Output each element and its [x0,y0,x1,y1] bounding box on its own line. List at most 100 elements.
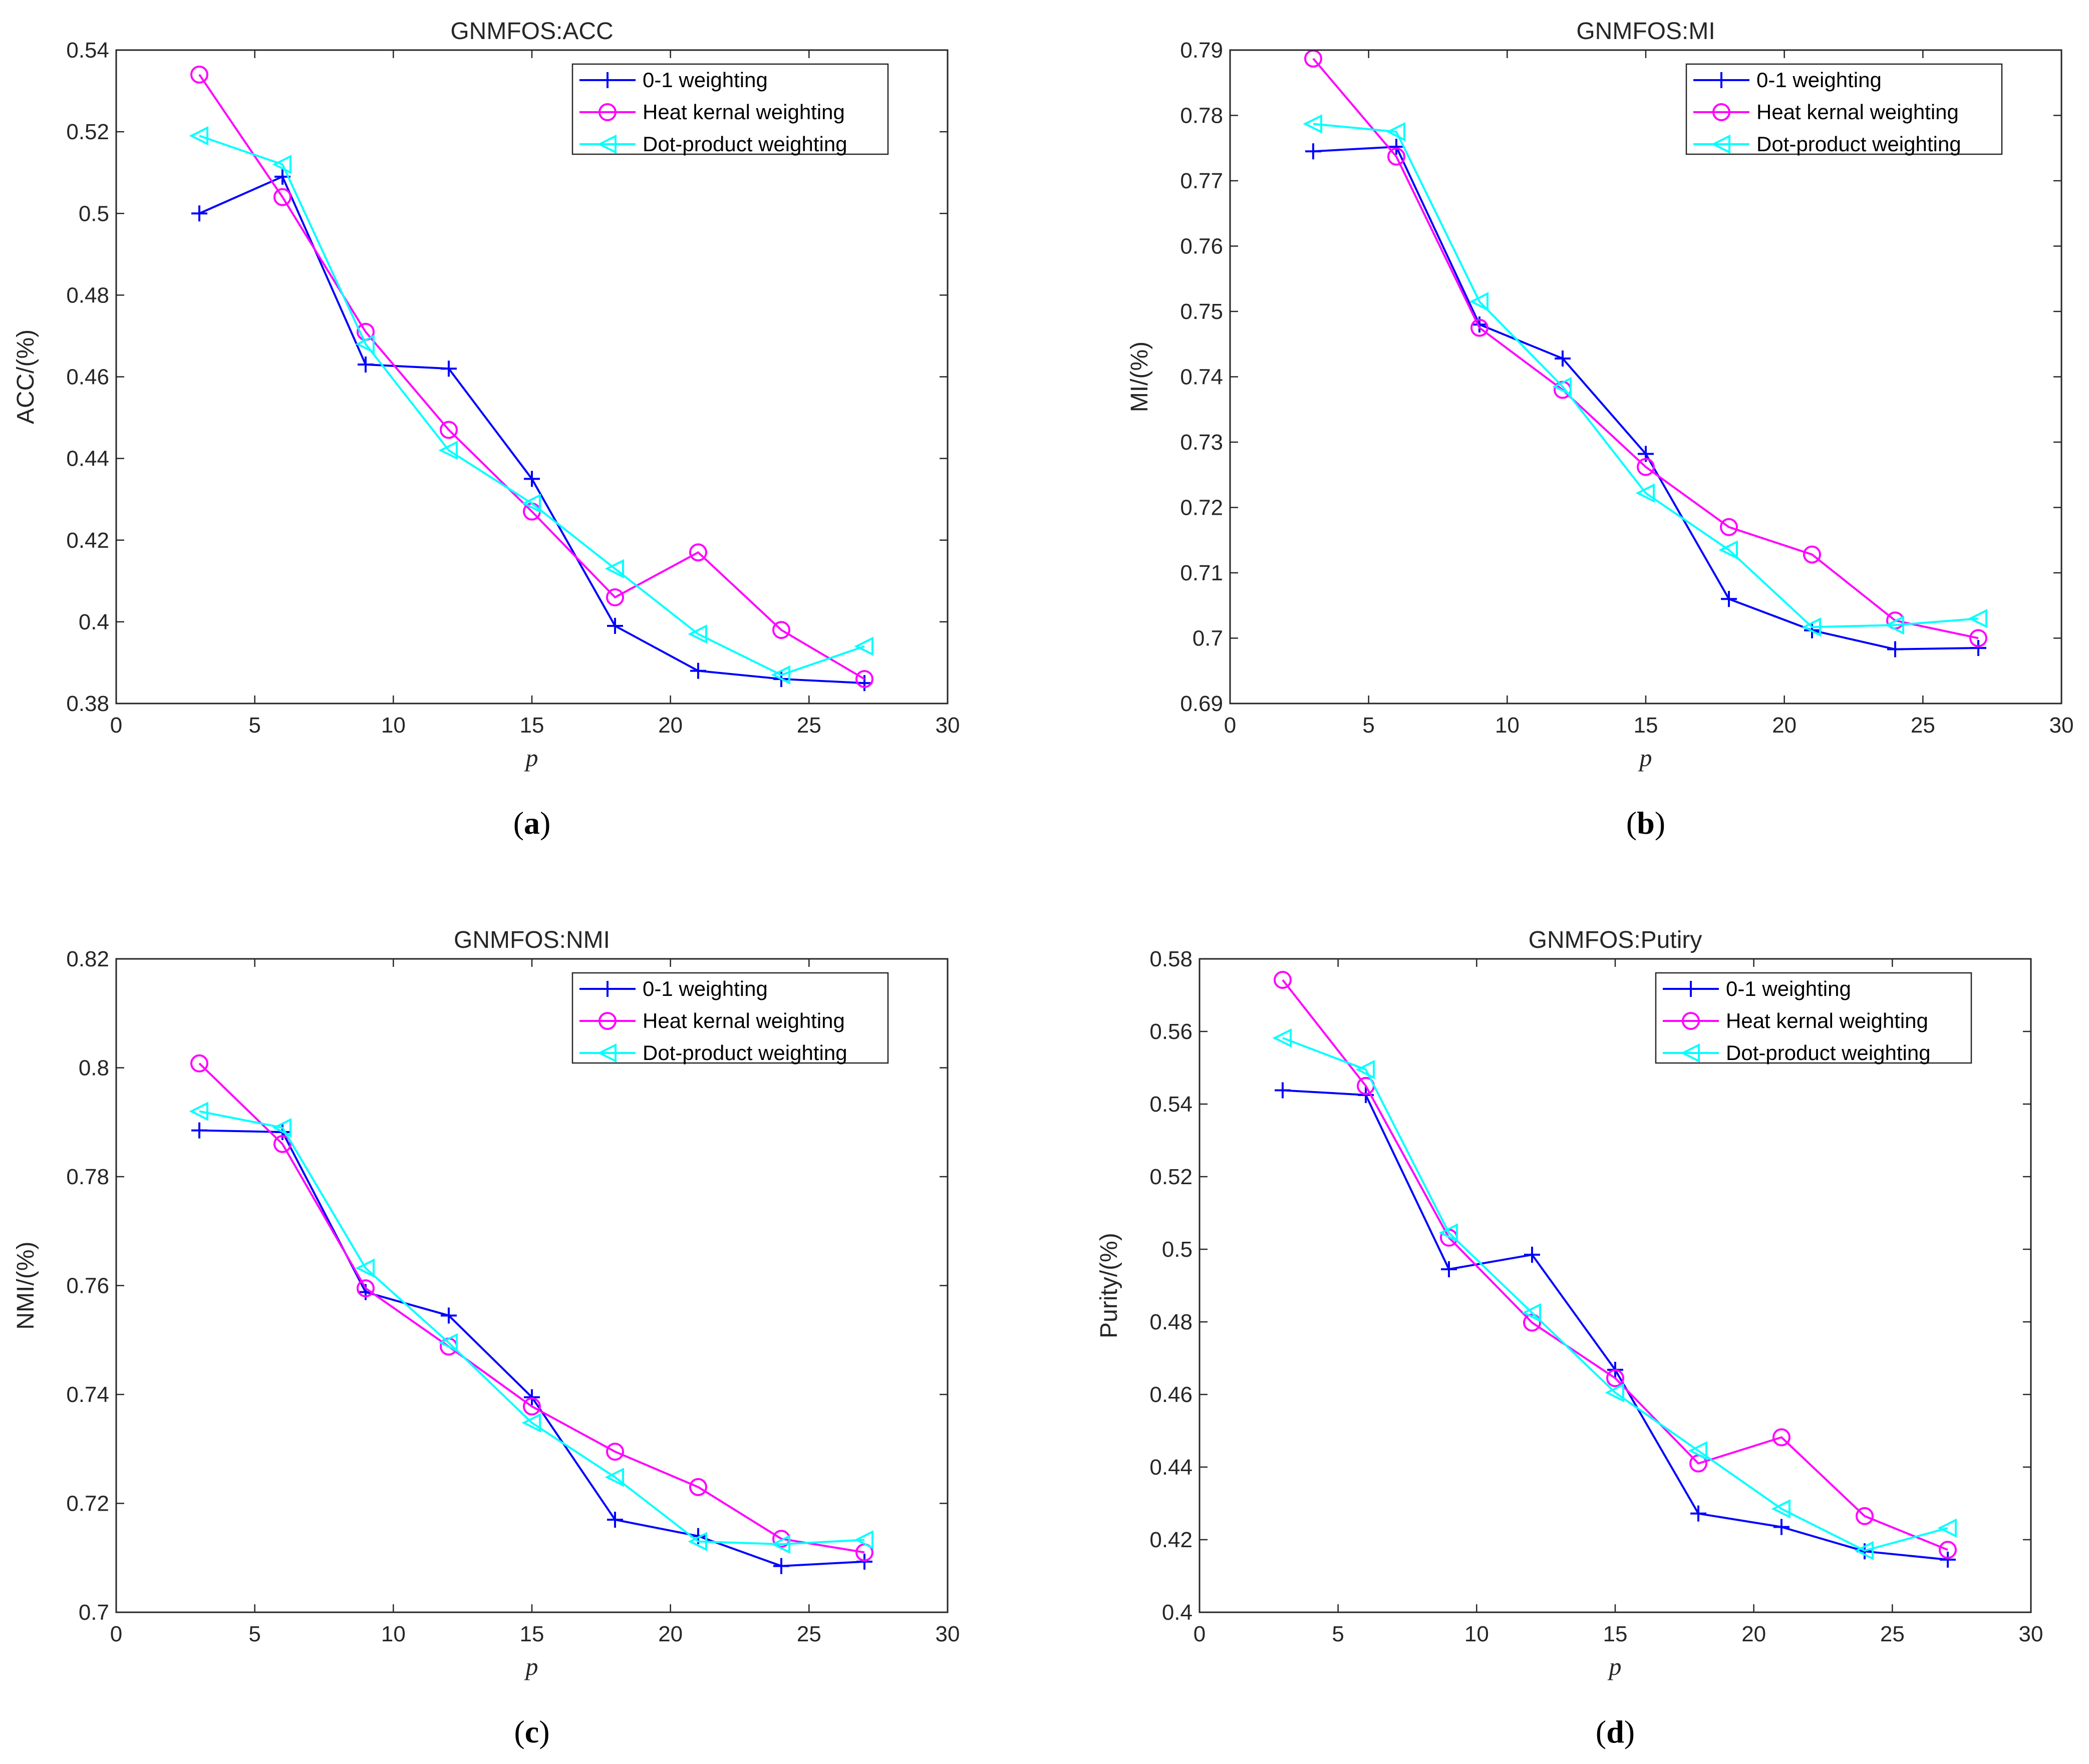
data-point [1274,971,1292,989]
data-point [605,1468,624,1487]
data-point [1940,1551,1956,1568]
y-tick-label: 0.74 [66,1382,109,1407]
series-line [1282,1037,1948,1552]
data-point [606,1443,624,1461]
x-tick-label: 0 [1193,1622,1206,1646]
data-point [272,1118,291,1138]
series-0 [191,168,872,691]
data-point [521,1413,541,1433]
data-point [1522,1303,1541,1323]
series-line [199,135,865,676]
y-axis: 0.69 0.7 0.71 0.72 0.73 0.74 0.75 0.76 0.77 0.78 0… [1180,38,2061,716]
legend-marker [1680,1043,1700,1063]
legend-label: Heat kernal weighting [1726,1009,1928,1032]
legend-label: 0-1 weighting [1726,977,1851,1000]
x-axis-label: p [1638,744,1652,772]
panel-caption: (c) [514,1714,549,1749]
legend-item: Dot-product weighting [1663,1041,1931,1065]
legend-marker [599,1012,617,1030]
data-point [272,155,291,174]
panel-caption: (b) [1626,805,1665,841]
data-point [1885,615,1904,635]
x-axis-label: p [524,1652,538,1680]
data-point [191,205,207,222]
y-tick-label: 0.71 [1180,561,1223,585]
data-point [1469,292,1488,311]
axes-box [1229,49,2062,704]
series-line [199,1110,865,1546]
data-point [1637,458,1655,476]
legend-marker [1712,103,1730,121]
data-point [1802,617,1821,637]
data-point [856,1553,872,1570]
axes-box [115,958,949,1613]
y-tick-label: 0.46 [1149,1382,1192,1407]
x-tick-label: 25 [1911,713,1935,738]
data-point [438,441,458,460]
plot-area [116,959,948,1612]
data-point [1303,114,1322,134]
legend-item: 0-1 weighting [579,977,768,1000]
data-point [854,636,873,656]
y-tick-label: 0.58 [1149,947,1192,971]
y-tick-label: 0.48 [66,283,109,307]
data-point [441,1307,457,1324]
data-point [1275,1082,1291,1099]
y-tick-label: 0.7 [1192,626,1223,651]
series-line [1313,123,1979,628]
legend-marker [1682,1012,1700,1030]
legend-label: 0-1 weighting [643,977,768,1000]
x-tick-label: 20 [1772,713,1797,738]
data-point [1605,1383,1624,1402]
data-point [771,665,790,685]
data-point [1937,1518,1957,1538]
data-point [1386,122,1405,142]
data-point [355,334,375,354]
data-point [358,357,374,373]
panel-caption: (d) [1596,1714,1635,1749]
data-point [1772,1428,1790,1447]
data-point [355,1258,375,1278]
y-tick-label: 0.48 [1149,1310,1192,1334]
y-tick-label: 0.72 [1180,496,1223,520]
legend-item: 0-1 weighting [1663,977,1851,1000]
legend-item: Heat kernal weighting [579,1009,845,1032]
data-point [688,1532,707,1551]
x-axis-label: p [524,744,538,772]
legend-item: Dot-product weighting [579,132,847,156]
legend-label: Heat kernal weighting [1756,100,1959,124]
x-axis: 0 5 10 15 20 25 30 [110,959,960,1646]
data-point [1387,147,1405,166]
data-point [441,361,457,377]
data-point [521,494,541,513]
legend-marker [1711,134,1730,154]
legend-label: Dot-product weighting [643,132,847,156]
y-axis: 0.4 0.42 0.44 0.46 0.48 0.5 0.52 0.54 0.56 0.58 [1149,947,2031,1625]
data-point [1555,350,1571,367]
chart-panel-b: GNMFOS:MI 0 5 10 15 20 25 30 0.69 0.7 0.71 0.72 0.73… [1126,18,2073,841]
series-1 [190,1054,873,1562]
x-axis: 0 5 10 15 20 25 30 [1193,959,2043,1646]
data-point [1272,1028,1292,1048]
x-tick-label: 20 [658,713,683,738]
data-point [1803,545,1821,564]
chart-title: GNMFOS:MI [1576,18,1715,45]
y-tick-label: 0.75 [1180,299,1223,324]
data-point [1523,1313,1541,1332]
data-point [524,471,540,487]
y-tick-label: 0.54 [66,38,109,63]
chart-panel-a: GNMFOS:ACC 0 5 10 15 20 25 30 0.38 0.4 0.42 0.44 0.4… [13,18,960,841]
y-axis: 0.7 0.72 0.74 0.76 0.78 0.8 0.82 [66,947,948,1625]
y-tick-label: 0.78 [66,1165,109,1189]
data-point [773,1558,789,1574]
data-point [855,670,873,688]
x-tick-label: 15 [520,1622,544,1646]
plot-area [1200,959,2031,1612]
series-2 [189,1102,873,1554]
data-point [1552,377,1572,397]
legend-label: Dot-product weighting [1756,132,1961,156]
y-tick-label: 0.4 [79,610,109,634]
y-tick-label: 0.76 [66,1274,109,1298]
x-tick-label: 25 [1880,1622,1905,1646]
